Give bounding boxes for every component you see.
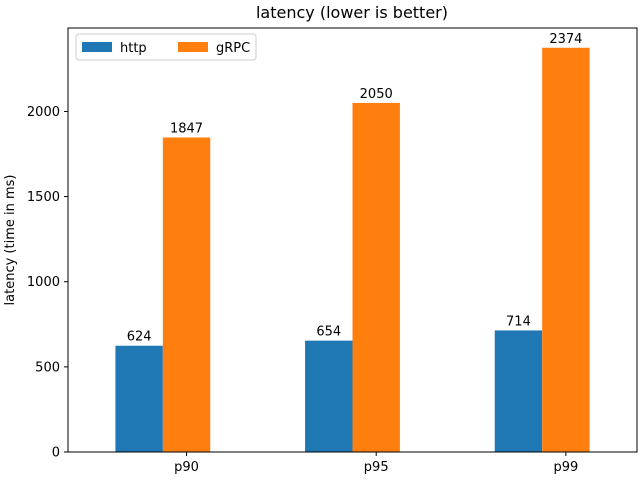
bar-gRPC-p99 — [542, 47, 590, 452]
legend-box — [75, 33, 257, 61]
y-tick-label-1500: 1500 — [27, 190, 60, 205]
y-tick-label-500: 500 — [35, 360, 60, 375]
y-tick-label-1000: 1000 — [27, 275, 60, 290]
axes-frame — [67, 27, 638, 453]
legend: http gRPC — [75, 33, 257, 61]
bar-gRPC-p95 — [352, 102, 400, 452]
bar-http-p95 — [305, 340, 353, 452]
data-label-gRPC-p90: 1847 — [170, 121, 203, 136]
x-tick-label-p90: p90 — [174, 460, 199, 475]
data-label-gRPC-p99: 2374 — [549, 32, 582, 47]
plot-area: 624 654 714 1847 2050 2374 0 500 1000 1500 2000 p90… — [27, 27, 638, 475]
x-tick-label-p95: p95 — [364, 460, 389, 475]
data-label-http-p90: 624 — [127, 330, 152, 345]
data-label-http-p95: 654 — [316, 325, 341, 340]
legend-swatch-http — [82, 42, 112, 52]
data-label-gRPC-p95: 2050 — [360, 87, 393, 102]
legend-label-gRPC: gRPC — [216, 41, 250, 56]
bar-http-p90 — [115, 345, 163, 452]
data-label-http-p99: 714 — [506, 314, 531, 329]
legend-swatch-gRPC — [178, 42, 208, 52]
y-tick-label-0: 0 — [52, 446, 60, 461]
legend-label-http: http — [120, 41, 147, 56]
y-axis-label: latency (time in ms) — [3, 175, 18, 306]
y-tick-label-2000: 2000 — [27, 105, 60, 120]
x-tick-label-p99: p99 — [553, 460, 578, 475]
bar-http-p99 — [494, 330, 543, 452]
bar-gRPC-p90 — [162, 137, 211, 452]
chart-title: latency (lower is better) — [256, 3, 448, 22]
